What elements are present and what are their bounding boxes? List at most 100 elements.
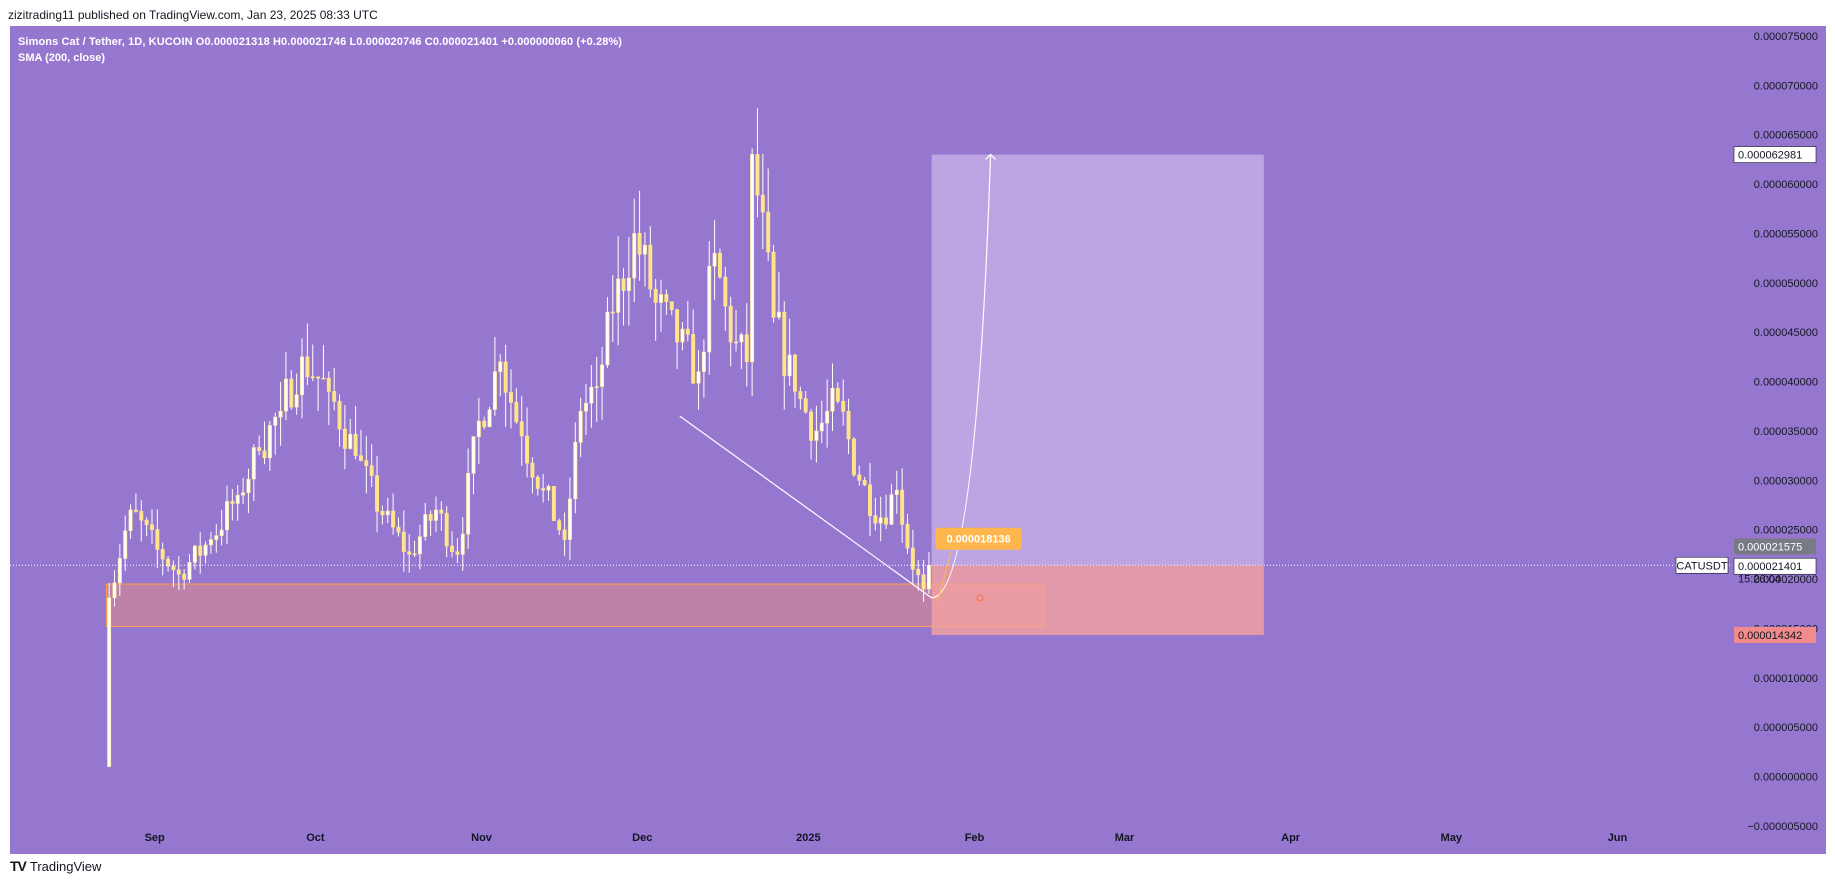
- candle-body: [573, 442, 578, 500]
- candle-body: [289, 378, 294, 408]
- candle-body: [192, 545, 197, 563]
- candle-body: [160, 549, 165, 560]
- candle-body: [787, 354, 792, 377]
- candle-body: [230, 501, 235, 504]
- footer-brand[interactable]: TV TradingView: [10, 858, 101, 874]
- candle-body: [760, 194, 765, 213]
- x-tick-label: May: [1441, 832, 1463, 844]
- y-tick-label: 0.000075000: [1754, 31, 1818, 43]
- candle-body: [535, 476, 540, 489]
- candle-body: [616, 278, 621, 313]
- candle-body: [841, 401, 846, 412]
- candle-body: [509, 392, 513, 403]
- candle-body: [423, 514, 428, 537]
- candle-body: [471, 436, 476, 474]
- candle-body: [857, 474, 862, 481]
- candle-body: [187, 562, 192, 580]
- candle-body: [450, 545, 455, 552]
- candle-body: [385, 510, 390, 516]
- candle-body: [332, 391, 337, 402]
- candle-body: [653, 288, 658, 303]
- candle-body: [273, 416, 278, 426]
- candle-body: [889, 494, 894, 525]
- x-tick-label: Oct: [306, 832, 325, 844]
- y-tick-label: 0.000020000: [1754, 574, 1818, 586]
- candle-body: [262, 450, 267, 459]
- candle-body: [578, 410, 583, 443]
- candle-body: [439, 509, 444, 514]
- candle-body: [675, 309, 680, 343]
- y-tick-label: 0.000030000: [1754, 475, 1818, 487]
- candle-body: [487, 409, 492, 428]
- candle-body: [830, 388, 835, 412]
- symbol-tag-box: [1675, 556, 1729, 574]
- candle-body: [851, 438, 856, 476]
- y-tick-label: 0.000045000: [1754, 327, 1818, 339]
- entry-label-leader: [937, 549, 953, 602]
- candle-body: [514, 402, 519, 423]
- candle-body: [251, 447, 256, 480]
- candle-body: [739, 334, 744, 343]
- x-tick-label: 2025: [796, 832, 820, 844]
- candle-body: [364, 460, 369, 466]
- symbol-legend: Simons Cat / Tether, 1D, KUCOIN O0.00002…: [18, 36, 623, 48]
- candle-body: [444, 512, 449, 547]
- candle-body: [541, 488, 546, 491]
- y-tick-label: 0.000060000: [1754, 179, 1818, 191]
- candle-body: [814, 430, 819, 441]
- candle-body: [300, 356, 304, 396]
- candle-body: [846, 411, 851, 440]
- candle-body: [551, 486, 556, 522]
- candle-body: [455, 551, 460, 555]
- projection-curve: [931, 154, 992, 599]
- candle-body: [428, 514, 433, 521]
- candlestick-chart[interactable]: 0.000018136 0.0000750000.0000700000.0000…: [10, 26, 1826, 854]
- x-axis: Sep Oct Nov Dec 2025 Feb Mar Apr May Jun: [145, 832, 1628, 844]
- candle-body: [712, 252, 717, 267]
- candle-body: [246, 478, 251, 494]
- candle-body: [219, 529, 224, 536]
- y-tick-label: 0.000035000: [1754, 426, 1818, 438]
- candle-body: [316, 376, 321, 379]
- candle-body: [782, 311, 787, 377]
- projection-arrowhead: [985, 153, 996, 160]
- candle-body: [107, 597, 112, 768]
- candle-body: [407, 551, 412, 555]
- candle-body: [117, 558, 122, 584]
- candle-body: [235, 494, 240, 504]
- candle-body: [803, 398, 808, 413]
- candle-body: [626, 277, 631, 291]
- candle-body: [498, 361, 503, 372]
- candle-body: [696, 371, 701, 384]
- candle-body: [128, 509, 133, 531]
- y-tick-label: 0.000040000: [1754, 377, 1818, 389]
- candle-body: [203, 544, 208, 556]
- candle-body: [680, 328, 685, 343]
- candle-body: [353, 433, 358, 456]
- candle-body: [150, 524, 154, 530]
- price-labels: 0.000062981 0.000021575 0.00002140115:26:0…: [1675, 146, 1817, 643]
- candle-body: [798, 391, 803, 399]
- candle-body: [133, 509, 138, 512]
- candle-body: [321, 377, 326, 380]
- candle-body: [793, 354, 797, 392]
- candle-body: [905, 524, 910, 549]
- brand-name: TradingView: [29, 858, 102, 874]
- candle-body: [412, 553, 417, 556]
- candle-body: [476, 420, 481, 437]
- candle-body: [208, 539, 213, 546]
- entry-label-text: 0.000018136: [947, 534, 1011, 546]
- candle-body: [621, 278, 626, 291]
- zones-layer: [105, 154, 1264, 635]
- x-tick-label: Jun: [1608, 832, 1628, 844]
- stop-price-label-box: [1734, 626, 1816, 643]
- candle-body: [401, 531, 406, 552]
- entry-label-box: [935, 527, 1022, 550]
- candle-body: [310, 376, 315, 379]
- indicator-legend: SMA (200, close): [18, 52, 106, 64]
- sma-price-label-text: 0.000021575: [1738, 541, 1802, 553]
- candle-body: [637, 233, 642, 255]
- candle-body: [926, 564, 931, 590]
- entry-marker-dot: [976, 594, 984, 602]
- candle-body: [294, 394, 299, 408]
